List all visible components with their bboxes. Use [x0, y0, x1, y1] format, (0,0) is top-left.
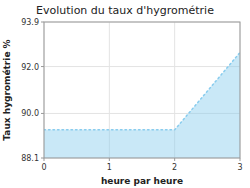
x-tick-label: 1	[107, 163, 112, 172]
y-tick-label: 93.9	[21, 18, 39, 27]
x-tick	[109, 158, 110, 161]
x-tick	[174, 158, 175, 161]
y-tick	[41, 113, 44, 114]
y-tick	[41, 22, 44, 23]
axes: 88.1 90.0 92.0 93.9 0 1 2 3	[21, 18, 242, 172]
y-tick-label: 92.0	[21, 63, 39, 72]
plot-frame	[44, 22, 240, 158]
title: Evolution du taux d'hygrométrie	[36, 4, 214, 17]
y-tick-label: 88.1	[21, 154, 39, 163]
x-tick	[240, 158, 241, 161]
y-tick-label: 90.0	[21, 109, 39, 118]
x-tick-label: 3	[237, 163, 242, 172]
x-tick-label: 0	[41, 163, 46, 172]
x-tick	[44, 158, 45, 161]
y-grid-line	[44, 66, 240, 67]
grid	[44, 22, 240, 158]
line	[44, 52, 240, 129]
plot-area	[44, 52, 240, 158]
chart: 88.1 90.0 92.0 93.9 0 1 2 3 heure par heure Taux …	[0, 0, 250, 188]
x-tick-label: 2	[172, 163, 177, 172]
y-tick	[41, 66, 44, 67]
area	[44, 52, 240, 158]
y-axis-label: Taux hygrométrie %	[2, 39, 12, 140]
x-axis-label: heure par heure	[101, 176, 183, 186]
